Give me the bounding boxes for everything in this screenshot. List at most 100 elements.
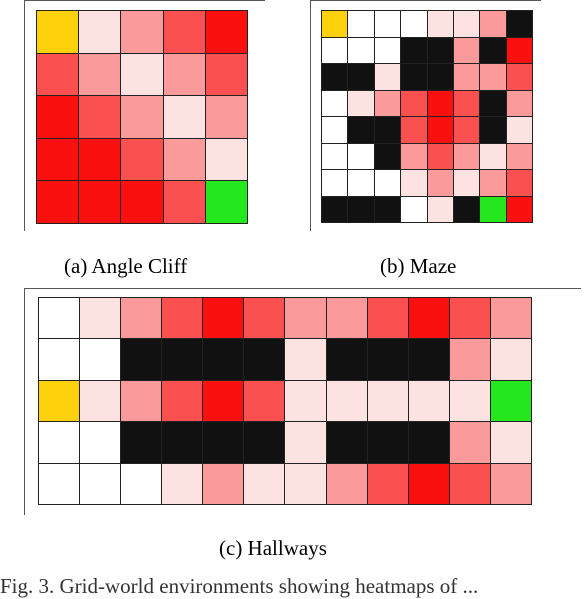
maze-cell	[348, 11, 374, 37]
maze-cell	[480, 196, 506, 222]
maze-cell	[506, 170, 532, 196]
hallways-cell	[203, 339, 244, 380]
hallways-cell	[367, 339, 408, 380]
hallways-cell	[449, 380, 490, 422]
maze-cell	[427, 64, 453, 90]
maze-cell	[348, 117, 374, 143]
maze-cell	[348, 196, 374, 222]
hallways-cell	[121, 380, 162, 422]
hallways-cell	[80, 422, 121, 463]
hallways-cell	[39, 339, 80, 380]
hallways-cell	[203, 422, 244, 463]
hallways-cell	[39, 298, 80, 339]
maze-cell	[348, 37, 374, 63]
hallways-cell	[285, 380, 326, 422]
maze-cell	[374, 117, 401, 143]
hallways-cell	[121, 339, 162, 380]
angle-cliff-cell	[37, 53, 79, 96]
hallways-cell	[244, 380, 285, 422]
hallways-cell	[203, 463, 244, 504]
maze-cell	[348, 90, 374, 116]
maze-cell	[348, 170, 374, 196]
hallways-cell	[244, 422, 285, 463]
hallways-cell	[326, 339, 367, 380]
maze-cell	[322, 64, 348, 90]
angle-cliff-cell	[121, 181, 163, 223]
hallways-cell	[39, 463, 80, 504]
maze-cell	[453, 117, 480, 143]
angle-cliff-cell	[121, 96, 163, 138]
angle-cliff-cell	[79, 53, 121, 96]
hallways-cell	[162, 298, 203, 339]
maze-cell	[506, 37, 532, 63]
angle-cliff-cell	[79, 181, 121, 223]
angle-cliff-cell	[163, 11, 205, 53]
angle-cliff-grid	[36, 10, 248, 224]
maze-cell	[348, 143, 374, 169]
angle-cliff-cell	[37, 181, 79, 223]
hallways-cell	[162, 422, 203, 463]
maze-cell	[453, 170, 480, 196]
maze-cell	[506, 196, 532, 222]
hallways-cell	[285, 463, 326, 504]
hallways-cell	[80, 463, 121, 504]
maze-cell	[427, 37, 453, 63]
maze-cell	[506, 117, 532, 143]
hallways-cell	[326, 422, 367, 463]
caption-hallways: (c) Hallways	[219, 536, 327, 560]
maze-cell	[480, 90, 506, 116]
maze-cell	[401, 117, 427, 143]
angle-cliff-cell	[37, 11, 79, 53]
maze-cell	[374, 90, 401, 116]
maze-cell	[480, 117, 506, 143]
maze-cell	[322, 37, 348, 63]
hallways-cell	[285, 298, 326, 339]
caption-angle-cliff: (a) Angle Cliff	[64, 254, 188, 278]
maze-cell	[401, 90, 427, 116]
maze-cell	[506, 143, 532, 169]
maze-cell	[322, 170, 348, 196]
hallways-cell	[490, 380, 531, 422]
maze-cell	[453, 143, 480, 169]
hallways-cell	[203, 380, 244, 422]
hallways-cell	[39, 380, 80, 422]
maze-cell	[453, 37, 480, 63]
maze-cell	[480, 170, 506, 196]
panel-a-frame	[24, 0, 265, 231]
maze-cell	[322, 11, 348, 37]
hallways-cell	[244, 298, 285, 339]
maze-cell	[506, 11, 532, 37]
hallways-cell	[326, 463, 367, 504]
hallways-cell	[490, 298, 531, 339]
hallways-cell	[39, 422, 80, 463]
hallways-cell	[326, 298, 367, 339]
hallways-cell	[244, 339, 285, 380]
hallways-cell	[80, 380, 121, 422]
maze-cell	[401, 37, 427, 63]
maze-cell	[374, 64, 401, 90]
hallways-cell	[162, 380, 203, 422]
hallways-cell	[203, 298, 244, 339]
angle-cliff-cell	[163, 53, 205, 96]
hallways-cell	[285, 422, 326, 463]
hallways-cell	[121, 298, 162, 339]
angle-cliff-cell	[121, 53, 163, 96]
hallways-cell	[490, 422, 531, 463]
maze-cell	[401, 143, 427, 169]
maze-cell	[401, 11, 427, 37]
maze-cell	[453, 11, 480, 37]
maze-cell	[374, 11, 401, 37]
maze-cell	[374, 143, 401, 169]
figure-caption-fragment: Fig. 3. Grid-world environments showing …	[0, 574, 479, 598]
hallways-cell	[408, 380, 449, 422]
hallways-cell	[162, 463, 203, 504]
maze-cell	[322, 143, 348, 169]
angle-cliff-cell	[205, 181, 247, 223]
angle-cliff-cell	[79, 138, 121, 181]
angle-cliff-cell	[163, 138, 205, 181]
caption-maze: (b) Maze	[380, 254, 457, 278]
hallways-cell	[367, 422, 408, 463]
hallways-cell	[285, 339, 326, 380]
angle-cliff-cell	[205, 96, 247, 138]
hallways-cell	[408, 463, 449, 504]
